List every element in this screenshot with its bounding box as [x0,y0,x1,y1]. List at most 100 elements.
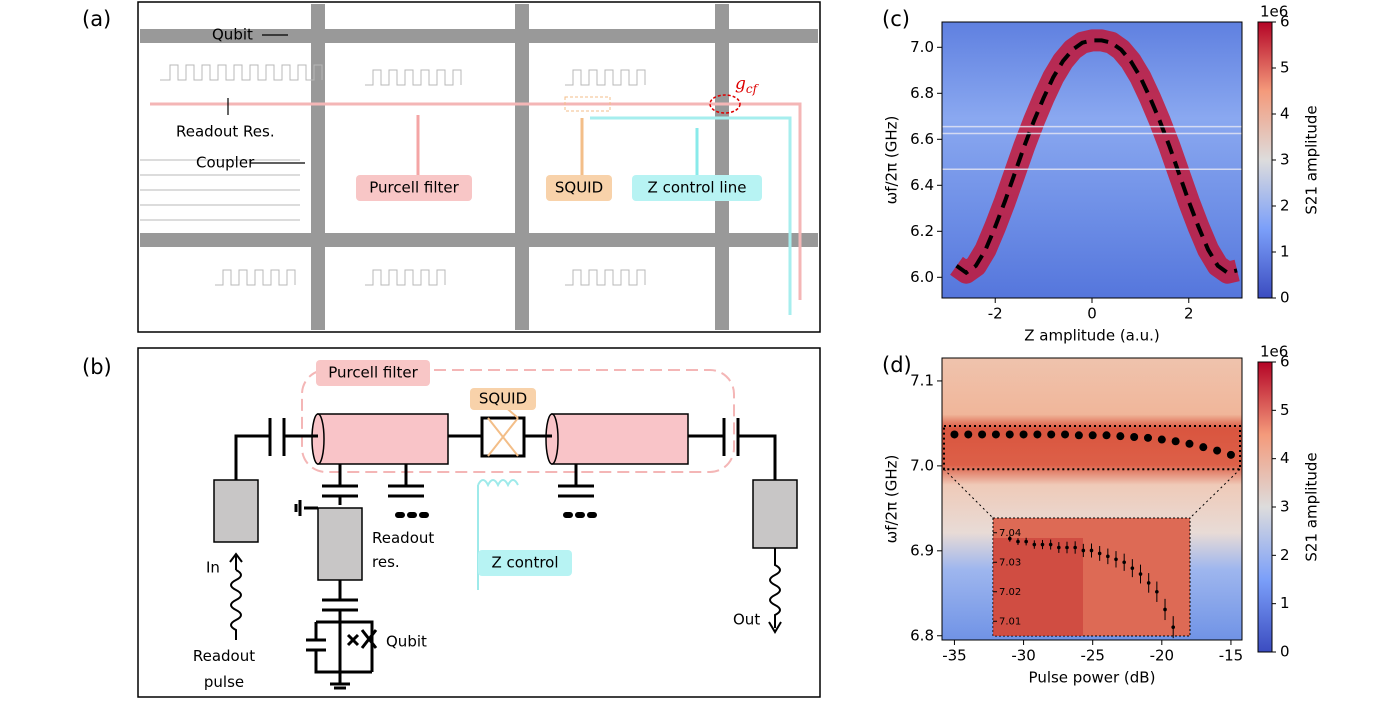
colorbar-tick-label: 6 [1280,13,1290,31]
inset-point [1163,607,1167,612]
inset-point [1114,557,1118,562]
x-tick-label: -30 [1011,647,1036,665]
data-point [1143,433,1152,442]
y-tick-label: 6.6 [910,130,934,148]
data-point [950,430,959,439]
circuit [213,369,798,690]
colorbar-tick-label: 5 [1280,401,1290,419]
inset-bg [993,538,1083,636]
inset-point [1048,542,1053,547]
x-tick-label: 2 [1184,305,1194,323]
annotation: Coupler [196,154,255,172]
data-point [1047,430,1056,439]
colorbar-tick-label: 2 [1280,197,1290,215]
data-point [1074,431,1083,440]
inset-point [1106,554,1110,559]
colorbar [1257,21,1273,299]
colorbar-tick-label: 0 [1280,643,1290,661]
y-tick-label: 6.8 [910,84,934,102]
annotation: Z control line [648,179,747,197]
x-tick-label: -2 [988,305,1003,323]
inset-point [1057,545,1061,550]
inset-point [1065,545,1069,550]
x-tick-label: -15 [1219,647,1244,665]
y-tick-label: 6.8 [910,626,934,644]
colorbar-scale: 1e6 [1260,3,1288,21]
colorbar-tick-label: 3 [1280,498,1290,516]
inset-point [1016,539,1020,544]
colorbar-tick-label: 6 [1280,353,1290,371]
colorbar-label: S21 amplitude [1303,452,1321,561]
data-point [1033,430,1042,439]
chip-layout [140,4,818,330]
tag [470,388,536,410]
data-point [1226,450,1235,459]
annotation: Readout res. [372,529,434,571]
colorbar-tick-label: 0 [1280,289,1290,307]
y-tick-label: 6.9 [910,541,934,559]
panel-label: (b) [82,355,112,379]
annotation: SQUID [555,179,603,197]
data-point [1116,432,1125,441]
inset-point [1138,572,1143,576]
data-point [1102,431,1111,440]
annotation: Out [733,611,760,629]
data-point [964,430,973,439]
y-axis-label: ωf/2π (GHz) [883,455,901,544]
inset-point [1032,542,1037,547]
annotation: Readout Res. [176,123,275,141]
zoom-guide [943,468,1241,519]
x-tick-label: 0 [1087,305,1097,323]
y-tick-label: 7.0 [910,456,934,474]
colorbar-tick-label: 1 [1280,243,1290,261]
data-point [1185,439,1194,448]
x-tick-label: -20 [1150,647,1175,665]
zoom-box [943,424,1241,471]
annotation: Purcell filter [369,179,459,197]
tag [546,175,612,201]
inset-point [1040,542,1045,547]
data-point [1061,430,1070,439]
inset-tick-label: 7.04 [999,528,1021,539]
inset-point [1081,548,1086,553]
annotation: Qubit [386,633,427,651]
x-axis-label: Z amplitude (a.u.) [1024,327,1160,345]
y-tick-label: 7.1 [910,371,934,389]
x-tick-label: -35 [942,647,967,665]
colorbar-label: S21 amplitude [1303,105,1321,214]
inset-tick-label: 7.01 [999,616,1021,627]
annotation: In [206,559,220,577]
inset-point [1130,566,1135,570]
data-point [1213,446,1222,455]
data-point [1005,430,1014,439]
inset-point [1008,536,1012,541]
y-tick-label: 6.4 [910,176,934,194]
colorbar-tick-label: 4 [1280,105,1290,123]
data-point [1157,435,1166,444]
inset-point [1122,560,1126,565]
panel-label: (a) [82,7,111,31]
colorbar-tick-label: 3 [1280,151,1290,169]
inset-point [1171,625,1175,629]
data-point [1199,443,1208,452]
colorbar [1257,361,1273,653]
inset-point [1073,545,1077,550]
inset-point [1089,548,1094,553]
data-point [1171,437,1180,446]
panel-label: (d) [882,353,912,377]
plot-frame [941,357,1243,641]
inset-tick-label: 7.02 [999,587,1021,598]
data-point [978,430,987,439]
data-point [1088,431,1097,440]
tag [632,175,762,201]
fit-curve [955,38,1238,276]
x-tick-label: -25 [1080,647,1105,665]
annotation: gcf [735,74,760,96]
annotation: Readout pulse [193,647,255,691]
colorbar-tick-label: 1 [1280,594,1290,612]
annotation: Purcell filter [328,364,418,382]
data-point [1019,430,1028,439]
y-tick-label: 7.0 [910,38,934,56]
inset-tick-label: 7.03 [999,557,1021,568]
